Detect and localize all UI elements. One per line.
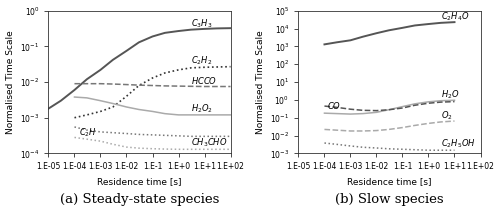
- X-axis label: Residence time [s]: Residence time [s]: [347, 177, 432, 186]
- Text: $C_2H$: $C_2H$: [79, 127, 97, 140]
- Text: $CH_3CHO$: $CH_3CHO$: [191, 137, 228, 149]
- Y-axis label: Normalised Time Scale: Normalised Time Scale: [256, 30, 264, 134]
- Text: $O_2$: $O_2$: [441, 109, 452, 122]
- Title: (b) Slow species: (b) Slow species: [335, 193, 444, 206]
- X-axis label: Residence time [s]: Residence time [s]: [97, 177, 182, 186]
- Y-axis label: Normalised Time Scale: Normalised Time Scale: [6, 30, 15, 134]
- Text: $C_2H_4O$: $C_2H_4O$: [441, 10, 470, 23]
- Text: $HCCO$: $HCCO$: [191, 75, 217, 86]
- Text: $H_2O_2$: $H_2O_2$: [191, 102, 213, 115]
- Text: $C_2H_5OH$: $C_2H_5OH$: [441, 138, 476, 150]
- Text: $CO$: $CO$: [326, 100, 340, 111]
- Title: (a) Steady-state species: (a) Steady-state species: [60, 193, 219, 206]
- Text: $C_2H_2$: $C_2H_2$: [191, 55, 212, 67]
- Text: $C_3H_3$: $C_3H_3$: [191, 17, 212, 30]
- Text: $H_2O$: $H_2O$: [441, 88, 460, 101]
